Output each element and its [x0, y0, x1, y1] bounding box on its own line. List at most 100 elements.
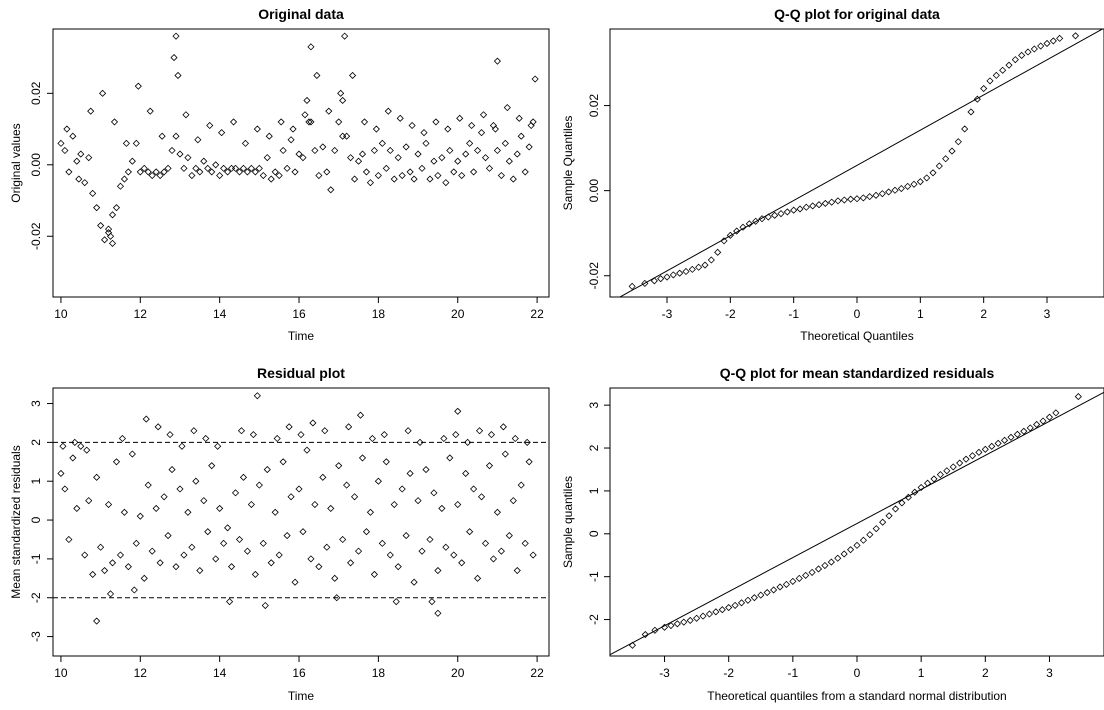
data-point — [910, 180, 918, 188]
data-point — [491, 125, 499, 133]
x-axis-label: Time — [288, 329, 315, 343]
data-point — [859, 536, 867, 544]
data-point — [450, 168, 458, 176]
data-point — [327, 186, 335, 194]
data-point — [1039, 417, 1047, 425]
data-point — [378, 139, 386, 147]
data-point — [220, 539, 228, 547]
data-point — [77, 150, 85, 158]
data-point — [725, 603, 733, 612]
x-tick-label: 18 — [372, 666, 386, 680]
data-point — [378, 539, 386, 547]
data-point — [349, 71, 357, 80]
data-point — [398, 171, 406, 180]
data-point — [764, 213, 772, 221]
data-point — [154, 423, 162, 431]
data-point — [956, 459, 964, 467]
data-point — [673, 620, 681, 628]
x-tick-label: 10 — [54, 307, 68, 321]
x-tick-label: 3 — [1046, 666, 1053, 680]
data-point — [1071, 32, 1080, 40]
data-point — [430, 157, 438, 165]
data-point — [83, 446, 91, 454]
data-point — [351, 175, 359, 183]
data-point — [410, 175, 418, 183]
data-point — [172, 132, 180, 140]
data-point — [212, 555, 220, 563]
data-point — [392, 598, 400, 606]
data-point — [354, 157, 363, 165]
data-point — [680, 618, 688, 626]
data-point — [1056, 34, 1064, 42]
data-point — [422, 139, 430, 147]
data-point — [132, 539, 140, 547]
data-point — [339, 96, 347, 105]
data-point — [271, 168, 279, 176]
data-point — [458, 171, 466, 180]
data-point — [897, 184, 905, 193]
y-tick-label: -3 — [29, 631, 43, 642]
data-point — [1052, 409, 1060, 417]
data-point — [885, 188, 893, 196]
x-tick-label: -3 — [659, 666, 670, 680]
data-point — [253, 392, 261, 400]
data-point — [911, 488, 919, 496]
data-point — [667, 621, 675, 630]
data-point — [112, 204, 121, 212]
y-tick-label: 0 — [29, 516, 43, 523]
data-point — [515, 114, 523, 122]
data-point — [809, 202, 817, 210]
data-point — [827, 558, 835, 566]
data-point — [128, 450, 136, 458]
data-point — [757, 591, 765, 599]
data-point — [277, 118, 285, 126]
data-point — [305, 118, 313, 126]
data-point — [916, 178, 924, 186]
data-point — [808, 568, 816, 576]
data-point — [319, 473, 327, 481]
data-point — [333, 594, 341, 602]
chart-title: Q-Q plot for mean standardized residuals — [720, 365, 995, 381]
data-point — [628, 282, 636, 290]
data-point — [287, 493, 295, 501]
data-point — [108, 559, 117, 567]
data-point — [160, 168, 168, 176]
data-point — [208, 462, 216, 470]
data-point — [752, 217, 760, 225]
data-point — [180, 551, 188, 559]
data-point — [866, 531, 874, 539]
data-point — [834, 197, 842, 205]
data-point — [358, 150, 367, 158]
data-point — [319, 143, 327, 151]
data-point — [521, 539, 529, 547]
data-point — [468, 121, 476, 130]
data-point — [776, 583, 784, 591]
data-point — [527, 121, 535, 130]
chart-title: Residual plot — [257, 365, 345, 381]
data-point — [148, 171, 156, 180]
data-point — [651, 626, 659, 634]
data-point — [136, 512, 144, 520]
data-point — [954, 138, 962, 146]
data-point — [904, 493, 912, 501]
data-point — [180, 164, 188, 172]
data-point — [943, 467, 951, 475]
data-point — [454, 407, 462, 415]
data-point — [235, 168, 244, 176]
data-point — [347, 154, 355, 162]
x-tick-label: 1 — [918, 666, 925, 680]
data-point — [202, 434, 210, 443]
data-point — [386, 146, 394, 155]
data-point — [226, 598, 234, 606]
data-point — [188, 543, 196, 551]
data-point — [263, 154, 271, 162]
y-tick-label: 0.02 — [587, 94, 601, 118]
data-point — [1013, 430, 1021, 438]
data-point — [156, 559, 164, 567]
data-point — [176, 150, 184, 158]
data-point — [356, 411, 365, 419]
data-point — [212, 161, 220, 169]
data-point — [420, 129, 428, 137]
x-tick-label: 22 — [530, 307, 544, 321]
data-point — [247, 164, 255, 172]
